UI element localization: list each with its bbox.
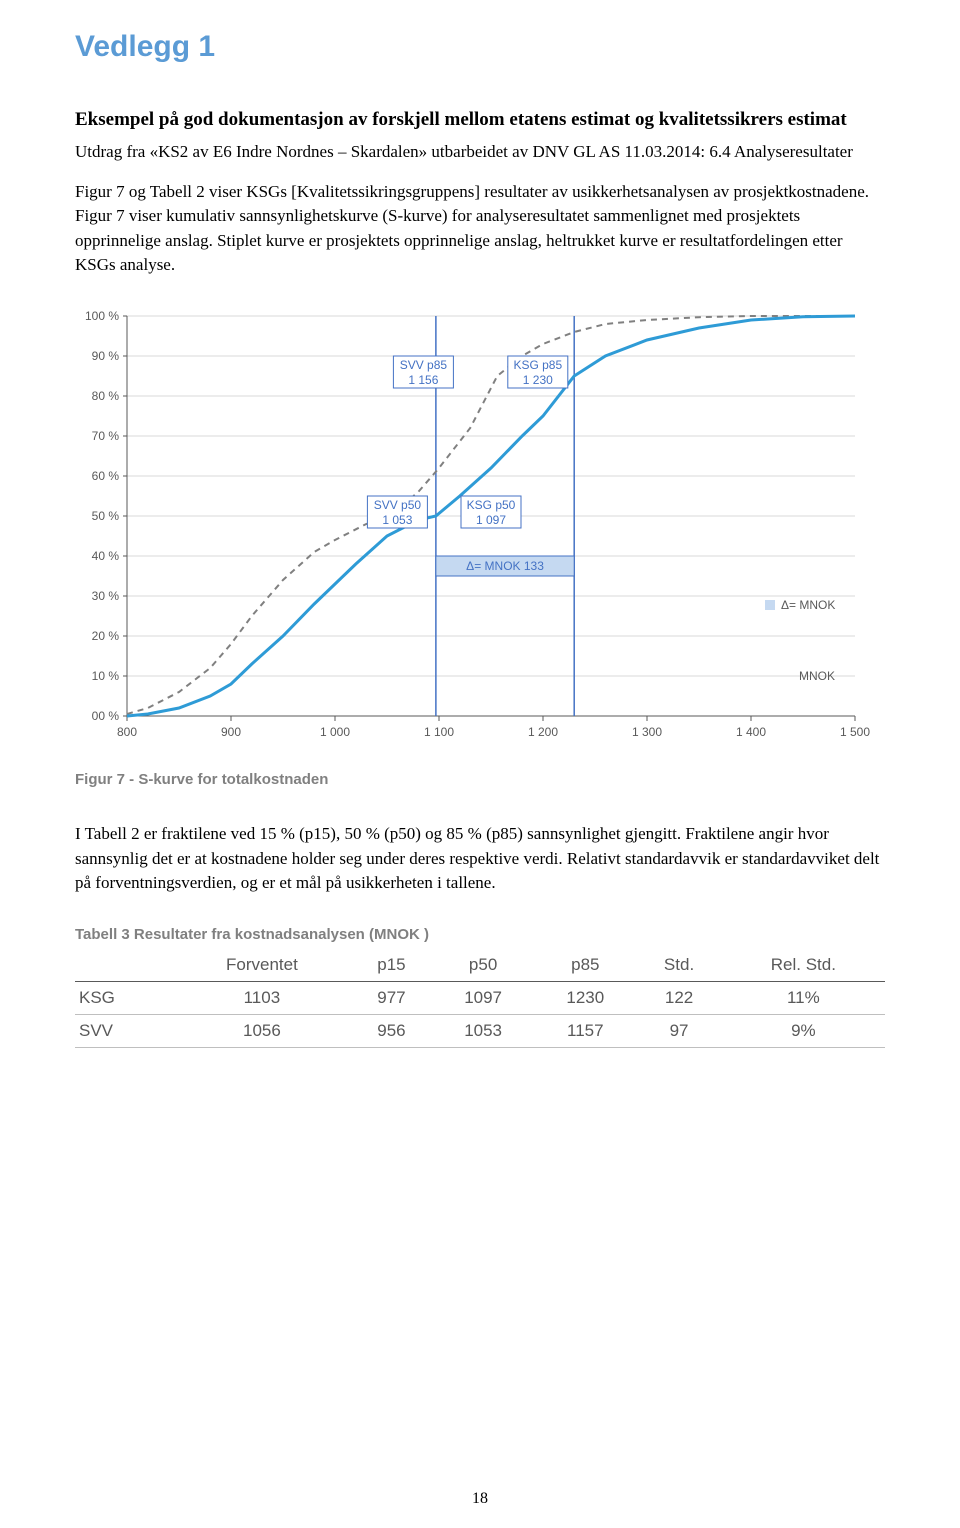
table-caption: Tabell 3 Resultater fra kostnadsanalysen…: [75, 926, 885, 943]
svg-text:SVV p50: SVV p50: [374, 498, 422, 512]
svg-text:1 156: 1 156: [408, 373, 438, 387]
svg-text:60 %: 60 %: [92, 469, 120, 483]
paragraph-1: Figur 7 og Tabell 2 viser KSGs [Kvalitet…: [75, 180, 885, 279]
svg-text:900: 900: [221, 725, 241, 739]
svg-text:10 %: 10 %: [92, 669, 120, 683]
svg-text:1 300: 1 300: [632, 725, 662, 739]
table-cell: SVV: [75, 1015, 173, 1048]
svg-text:KSG p85: KSG p85: [513, 358, 562, 372]
table-cell: 1157: [534, 1015, 636, 1048]
svg-text:00 %: 00 %: [92, 709, 120, 723]
svg-text:Δ= MNOK 133: Δ= MNOK 133: [466, 559, 544, 573]
svg-text:1 053: 1 053: [382, 513, 412, 527]
svg-text:40 %: 40 %: [92, 549, 120, 563]
svg-text:KSG p50: KSG p50: [467, 498, 516, 512]
svg-text:20 %: 20 %: [92, 629, 120, 643]
page-number: 18: [0, 1490, 960, 1508]
svg-text:1 100: 1 100: [424, 725, 454, 739]
svg-text:1 200: 1 200: [528, 725, 558, 739]
table-header-cell: Std.: [636, 949, 721, 982]
table-row: SVV105695610531157979%: [75, 1015, 885, 1048]
chart-caption: Figur 7 - S-kurve for totalkostnaden: [75, 771, 885, 788]
svg-text:100 %: 100 %: [85, 309, 119, 323]
s-curve-chart: 00 % 10 % 20 % 30 % 40 % 50 % 60 % 70 % 80 % 90 %…: [75, 306, 885, 751]
chart-svg: 00 % 10 % 20 % 30 % 40 % 50 % 60 % 70 % 80 % 90 %…: [75, 306, 885, 746]
svg-text:80 %: 80 %: [92, 389, 120, 403]
section-subheading: Utdrag fra «KS2 av E6 Indre Nordnes – Sk…: [75, 142, 885, 162]
table-header-cell: p85: [534, 949, 636, 982]
table-header-cell: p15: [351, 949, 432, 982]
table-row: KSG11039771097123012211%: [75, 982, 885, 1015]
svg-text:800: 800: [117, 725, 137, 739]
table-cell: 1097: [432, 982, 534, 1015]
table-cell: 1053: [432, 1015, 534, 1048]
section-heading: Eksempel på god dokumentasjon av forskje…: [75, 106, 885, 134]
table-header-cell: Forventet: [173, 949, 351, 982]
svg-text:Δ= MNOK: Δ= MNOK: [781, 598, 835, 612]
svg-text:MNOK: MNOK: [799, 669, 835, 683]
svg-text:1 000: 1 000: [320, 725, 350, 739]
paragraph-2: I Tabell 2 er fraktilene ved 15 % (p15),…: [75, 822, 885, 896]
svg-text:70 %: 70 %: [92, 429, 120, 443]
table-cell: 9%: [722, 1015, 885, 1048]
svg-text:50 %: 50 %: [92, 509, 120, 523]
table-cell: 977: [351, 982, 432, 1015]
svg-text:90 %: 90 %: [92, 349, 120, 363]
svg-text:1 097: 1 097: [476, 513, 506, 527]
table-header-cell: [75, 949, 173, 982]
table-cell: KSG: [75, 982, 173, 1015]
table-header-cell: p50: [432, 949, 534, 982]
svg-text:1 400: 1 400: [736, 725, 766, 739]
document-title: Vedlegg 1: [75, 30, 885, 64]
results-table: Forventetp15p50p85Std.Rel. Std. KSG11039…: [75, 949, 885, 1048]
table-cell: 122: [636, 982, 721, 1015]
svg-text:1 230: 1 230: [523, 373, 553, 387]
table-header-cell: Rel. Std.: [722, 949, 885, 982]
table-cell: 1230: [534, 982, 636, 1015]
table-cell: 11%: [722, 982, 885, 1015]
svg-text:1 500: 1 500: [840, 725, 870, 739]
table-cell: 1103: [173, 982, 351, 1015]
svg-text:30 %: 30 %: [92, 589, 120, 603]
table-cell: 1056: [173, 1015, 351, 1048]
table-cell: 97: [636, 1015, 721, 1048]
svg-text:SVV p85: SVV p85: [400, 358, 448, 372]
table-cell: 956: [351, 1015, 432, 1048]
